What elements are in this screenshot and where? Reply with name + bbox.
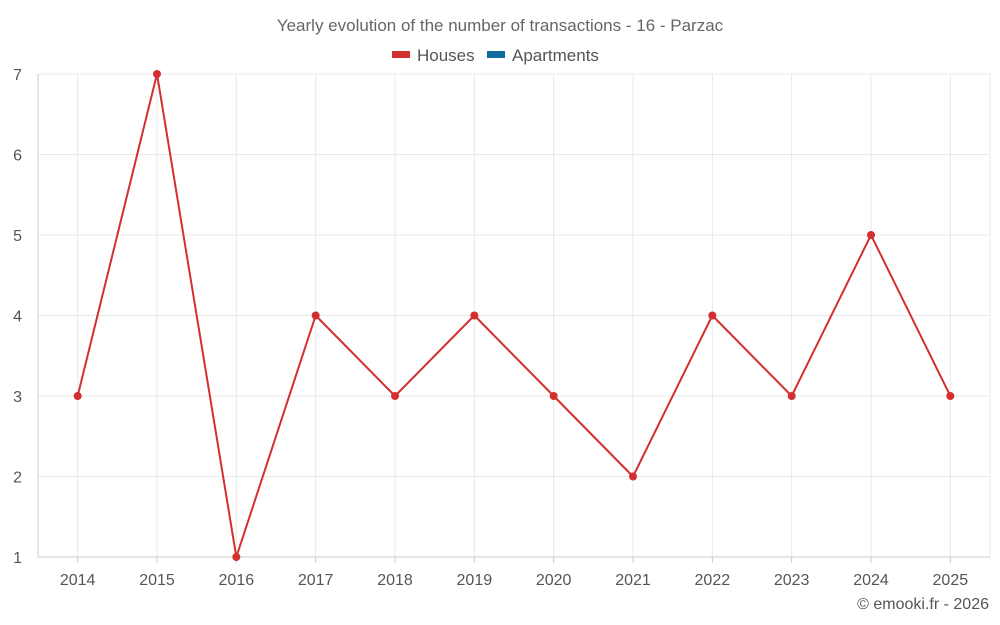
- data-point-houses-2019[interactable]: [470, 311, 479, 320]
- axes: [37, 74, 990, 563]
- legend-swatch-houses: [392, 51, 410, 58]
- data-point-houses-2020[interactable]: [549, 392, 558, 400]
- legend-item-houses[interactable]: Houses: [392, 46, 475, 65]
- data-point-houses-2017[interactable]: [311, 311, 320, 320]
- x-tick-label: 2014: [60, 572, 96, 589]
- x-tick-label: 2018: [377, 572, 413, 589]
- x-tick-label: 2021: [615, 572, 651, 589]
- chart-title: Yearly evolution of the number of transa…: [277, 16, 724, 35]
- data-point-houses-2024[interactable]: [867, 231, 875, 239]
- y-tick-labels: 1 2 3 4 5 6 7: [13, 67, 22, 567]
- legend-item-apartments[interactable]: Apartments: [487, 46, 599, 65]
- data-point-houses-2015[interactable]: [153, 70, 161, 78]
- x-tick-label: 2022: [695, 572, 731, 589]
- x-tick-labels: 2014 2015 2016 2017 2018 2019 2020 2021 2022 2023…: [60, 572, 968, 589]
- data-point-houses-2023[interactable]: [787, 392, 796, 400]
- grid: [38, 73, 991, 557]
- x-tick-label: 2017: [298, 572, 334, 589]
- y-tick-label: 4: [13, 309, 22, 326]
- legend-label-houses: Houses: [417, 46, 475, 65]
- x-tick-label: 2023: [774, 572, 810, 589]
- data-point-houses-2018[interactable]: [391, 392, 399, 400]
- y-tick-label: 6: [13, 148, 22, 165]
- legend: Houses Apartments: [392, 46, 599, 65]
- x-tick-label: 2024: [853, 572, 889, 589]
- data-point-houses-2025[interactable]: [946, 392, 955, 400]
- x-tick-label: 2019: [457, 572, 493, 589]
- data-point-houses-2022[interactable]: [708, 311, 717, 320]
- data-point-houses-2014[interactable]: [73, 392, 82, 400]
- legend-label-apartments: Apartments: [512, 46, 599, 65]
- data-point-houses-2021[interactable]: [629, 472, 637, 481]
- x-tick-label: 2025: [933, 572, 969, 589]
- x-tick-label: 2015: [139, 572, 175, 589]
- y-tick-label: 1: [13, 550, 22, 567]
- data-point-houses-2016[interactable]: [232, 553, 241, 561]
- x-tick-label: 2016: [219, 572, 255, 589]
- y-tick-label: 3: [13, 389, 22, 406]
- y-tick-label: 5: [13, 228, 22, 245]
- y-tick-label: 2: [13, 470, 22, 487]
- y-tick-label: 7: [13, 67, 22, 84]
- credit-text: © emooki.fr - 2026: [857, 596, 989, 613]
- series-line-houses: [76, 73, 952, 558]
- series-houses: [73, 70, 955, 561]
- x-tick-label: 2020: [536, 572, 572, 589]
- legend-swatch-apartments: [487, 51, 505, 58]
